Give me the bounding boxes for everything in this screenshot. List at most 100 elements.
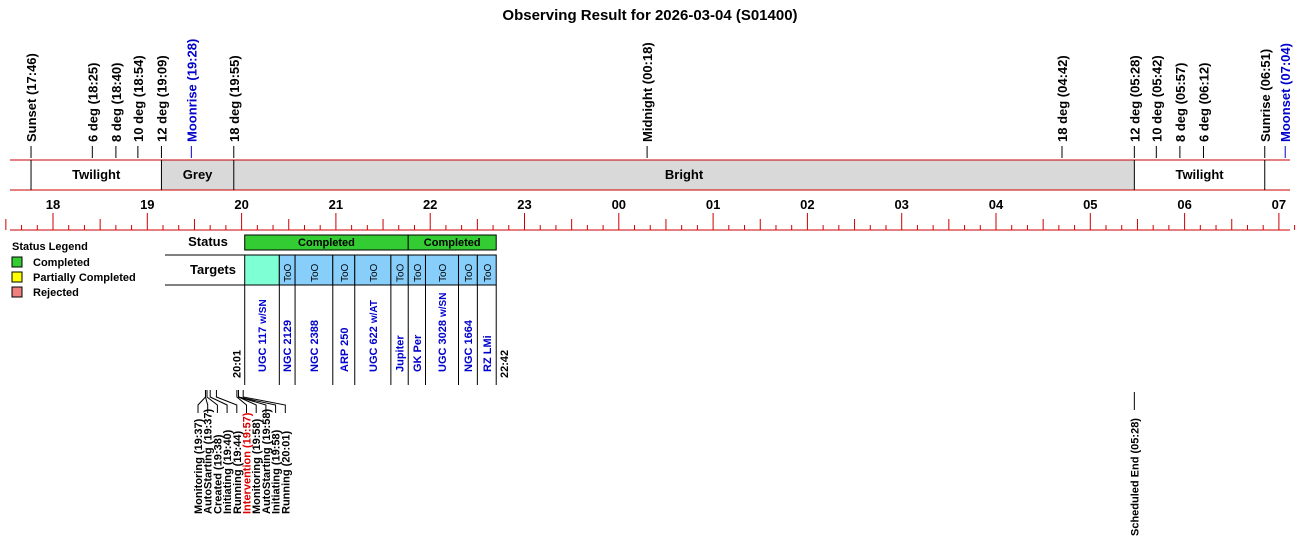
target-name-text: NGC 2129 — [282, 320, 294, 372]
end-time-label: 22:42 — [499, 350, 511, 378]
page-title: Observing Result for 2026-03-04 (S01400) — [502, 7, 797, 24]
event-label: 12 deg (19:09) — [154, 55, 169, 142]
sky-band — [233, 160, 1135, 190]
target-name: UGC 3028 w/SN — [437, 293, 449, 372]
target-tag: ToO — [413, 263, 424, 282]
event-label: 18 deg (04:42) — [1055, 55, 1070, 142]
hour-label: 18 — [46, 197, 60, 212]
log-leader-line — [215, 390, 238, 413]
log-leader-line — [204, 390, 209, 413]
status-block-label: Completed — [424, 237, 481, 249]
target-note-text: w/SN — [258, 299, 269, 324]
hour-label: 23 — [517, 197, 531, 212]
log-leader-line — [206, 390, 218, 413]
target-note-text: w/SN — [438, 293, 449, 318]
hour-label: 19 — [140, 197, 154, 212]
target-note-text: w/AT — [369, 300, 380, 324]
log-leader-line — [237, 390, 277, 413]
target-tag: ToO — [438, 263, 449, 282]
sky-band-label: Grey — [183, 167, 213, 182]
event-label: 8 deg (05:57) — [1173, 63, 1188, 142]
log-event-label: AutoStarting (19:37) — [203, 409, 215, 514]
log-event-label: AutoStarting (19:58) — [261, 409, 273, 514]
legend-item-label: Rejected — [33, 287, 79, 299]
log-event-label: Running (19:44) — [232, 431, 244, 514]
event-label: 18 deg (19:55) — [227, 55, 242, 142]
status-row: Completed Completed — [244, 234, 497, 251]
hour-label: 20 — [234, 197, 248, 212]
targets-row: UGC 117 w/SN ToO NGC 2129 ToO NGC 2388 ToO ARP … — [232, 254, 511, 385]
log-event-label: Initiating (19:58) — [271, 429, 283, 514]
hour-label: 22 — [423, 197, 437, 212]
target-name-text: NGC 2388 — [309, 320, 321, 372]
target-tag: ToO — [283, 263, 294, 282]
log-event-label: Monitoring (19:58) — [251, 418, 263, 514]
legend-swatch — [11, 286, 23, 298]
log-event-label: Monitoring (19:37) — [193, 418, 205, 514]
event-label: Moonrise (19:28) — [184, 39, 199, 142]
legend-title: Status Legend — [12, 241, 88, 253]
sky-band — [1134, 160, 1265, 190]
hour-label: 07 — [1272, 197, 1286, 212]
event-label: 10 deg (18:54) — [131, 55, 146, 142]
event-label: 12 deg (05:28) — [1127, 55, 1142, 142]
hour-label: 06 — [1177, 197, 1191, 212]
legend-swatch — [11, 256, 23, 268]
target-name: UGC 117 w/SN — [257, 299, 269, 372]
targets-row-label: Targets — [190, 262, 236, 277]
scheduled-end-label: Scheduled End (05:28) — [1129, 418, 1141, 536]
event-label: Moonset (07:04) — [1278, 43, 1293, 142]
target-name-text: ARP 250 — [339, 328, 351, 372]
target-name: UGC 622 w/AT — [368, 300, 380, 372]
target-tag: ToO — [340, 263, 351, 282]
target-name-text: GK Per — [412, 334, 424, 372]
hour-label: 01 — [706, 197, 720, 212]
target-cell — [354, 254, 392, 286]
log-event-label: Running (20:01) — [280, 431, 292, 514]
hour-label: 02 — [800, 197, 814, 212]
log-leader-line — [242, 390, 286, 413]
event-label: Sunrise (06:51) — [1258, 49, 1273, 142]
log-event-label: Intervention (19:57) — [242, 412, 254, 514]
target-name: GK Per — [412, 334, 424, 372]
event-label: 6 deg (18:25) — [85, 63, 100, 142]
target-cell — [476, 254, 497, 286]
target-name-text: NGC 1664 — [463, 319, 475, 372]
target-name-text: UGC 622 — [368, 326, 380, 372]
log-leader-line — [209, 390, 228, 413]
start-time-label: 20:01 — [232, 350, 244, 378]
target-name-text: Jupiter — [395, 335, 407, 372]
legend-item-label: Partially Completed — [33, 272, 136, 284]
log-event-label: Created (19:38) — [212, 434, 224, 514]
target-name-text: UGC 3028 — [437, 320, 449, 372]
log-leader-line — [236, 390, 247, 413]
target-cell — [424, 254, 459, 286]
sky-band — [161, 160, 234, 190]
target-name: ARP 250 — [339, 328, 351, 372]
event-label: Sunset (17:46) — [24, 53, 39, 142]
sky-brightness-bands: Twilight Grey Bright Twilight — [10, 159, 1290, 191]
target-name: NGC 1664 — [463, 319, 475, 372]
target-tag: ToO — [310, 263, 321, 282]
sky-band-label: Bright — [665, 167, 704, 182]
hour-label: 04 — [989, 197, 1004, 212]
status-block — [407, 234, 497, 251]
log-event-label: Initiating (19:40) — [222, 429, 234, 514]
target-tag: ToO — [464, 263, 475, 282]
target-tag: ToO — [396, 263, 407, 282]
status-row-label: Status — [188, 234, 228, 249]
target-name-text: UGC 117 — [257, 327, 269, 372]
hour-label: 05 — [1083, 197, 1097, 212]
state-log-events: Monitoring (19:37)AutoStarting (19:37)Cr… — [193, 390, 292, 514]
target-name-text: RZ LMi — [482, 335, 494, 372]
sky-band-label: Twilight — [72, 167, 121, 182]
hour-axis: 18 19 20 21 22 23 00 01 02 03 04 05 06 07 — [5, 197, 1296, 231]
event-label: 6 deg (06:12) — [1196, 63, 1211, 142]
event-label: 8 deg (18:40) — [109, 63, 124, 142]
target-name: NGC 2129 — [282, 320, 294, 372]
legend-item-label: Completed — [33, 257, 90, 269]
sky-band — [31, 160, 162, 190]
hour-label: 03 — [894, 197, 908, 212]
sun-moon-events: Sunset (17:46) 6 deg (18:25) 8 deg (18:40)… — [24, 39, 1293, 158]
